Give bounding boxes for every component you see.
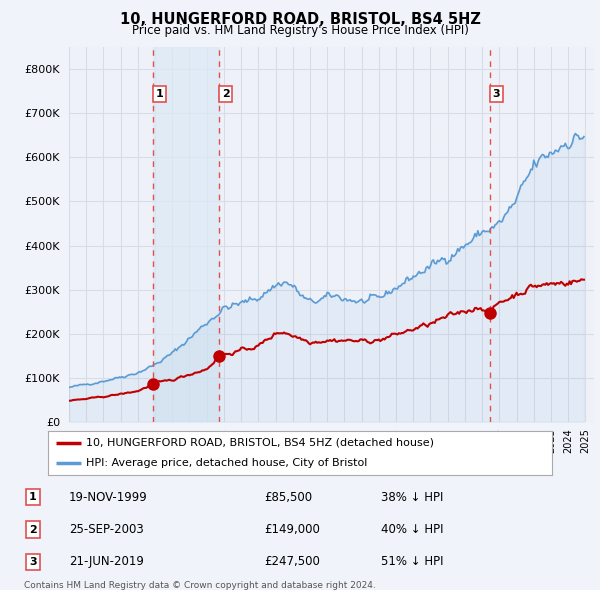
Text: £149,000: £149,000	[264, 523, 320, 536]
Bar	[153, 47, 219, 422]
Text: 10, HUNGERFORD ROAD, BRISTOL, BS4 5HZ: 10, HUNGERFORD ROAD, BRISTOL, BS4 5HZ	[119, 12, 481, 27]
Text: HPI: Average price, detached house, City of Bristol: HPI: Average price, detached house, City…	[86, 458, 367, 468]
Text: Contains HM Land Registry data © Crown copyright and database right 2024.
This d: Contains HM Land Registry data © Crown c…	[24, 581, 376, 590]
Text: 1: 1	[29, 492, 37, 502]
Text: 25-SEP-2003: 25-SEP-2003	[69, 523, 144, 536]
Text: 51% ↓ HPI: 51% ↓ HPI	[381, 555, 443, 569]
Text: 2: 2	[222, 89, 230, 99]
Text: £247,500: £247,500	[264, 555, 320, 569]
Text: 3: 3	[29, 557, 37, 567]
Text: 2: 2	[29, 525, 37, 535]
Text: 1: 1	[156, 89, 164, 99]
Text: Price paid vs. HM Land Registry's House Price Index (HPI): Price paid vs. HM Land Registry's House …	[131, 24, 469, 37]
Text: 21-JUN-2019: 21-JUN-2019	[69, 555, 144, 569]
Text: 40% ↓ HPI: 40% ↓ HPI	[381, 523, 443, 536]
Text: 19-NOV-1999: 19-NOV-1999	[69, 490, 148, 504]
Text: 38% ↓ HPI: 38% ↓ HPI	[381, 490, 443, 504]
Text: 3: 3	[493, 89, 500, 99]
Text: 10, HUNGERFORD ROAD, BRISTOL, BS4 5HZ (detached house): 10, HUNGERFORD ROAD, BRISTOL, BS4 5HZ (d…	[86, 438, 434, 448]
Text: £85,500: £85,500	[264, 490, 312, 504]
